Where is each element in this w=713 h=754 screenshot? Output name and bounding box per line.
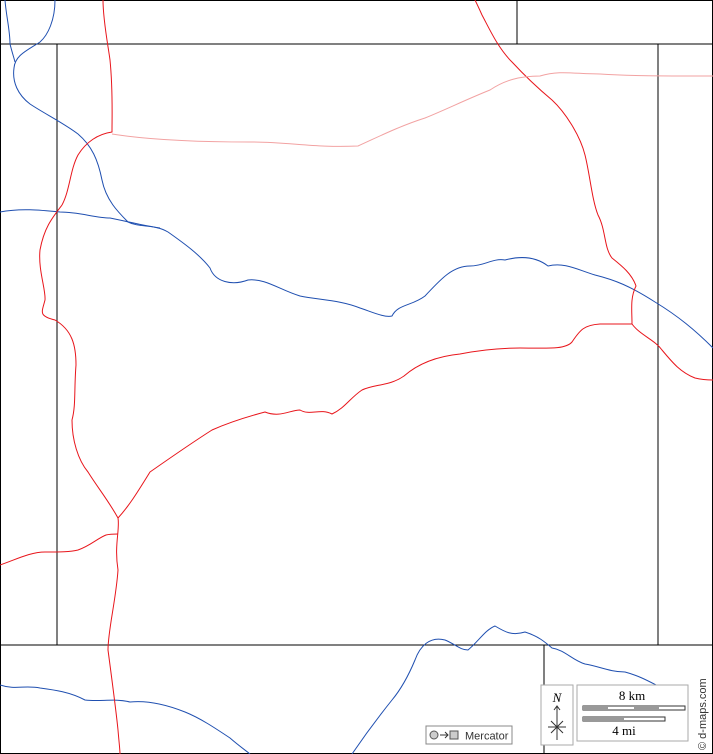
road — [631, 323, 713, 381]
scale-box — [576, 684, 689, 742]
minor-road — [111, 72, 713, 147]
compass-rose — [548, 705, 566, 740]
scale-mi-label: 4 mi — [612, 723, 636, 738]
projection-icon — [449, 730, 459, 740]
compass-label: N — [552, 690, 563, 705]
scale-km-segment — [583, 706, 608, 710]
road — [117, 0, 637, 519]
road — [0, 533, 119, 566]
projection-icon — [429, 730, 439, 740]
river — [13, 0, 713, 349]
scale-mi-segment — [583, 717, 624, 721]
river — [351, 625, 663, 754]
scale-km-label: 8 km — [619, 688, 645, 703]
river — [0, 209, 161, 229]
projection-label: Mercator — [465, 731, 509, 743]
credit: © d-maps.com — [697, 678, 709, 750]
road — [39, 0, 121, 754]
river — [0, 684, 251, 754]
scale-km-segment — [634, 706, 659, 710]
projection-arrow — [440, 731, 449, 739]
river — [4, 0, 16, 63]
projection-box — [425, 725, 513, 745]
